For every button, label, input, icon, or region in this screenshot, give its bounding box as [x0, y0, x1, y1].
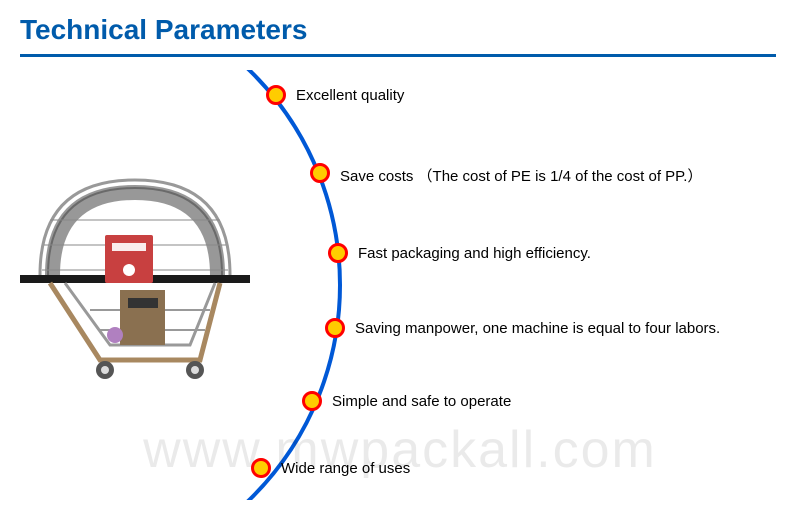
bullet-label: Simple and safe to operate: [332, 393, 511, 410]
bullet-point: [302, 391, 322, 411]
bullet-label: Fast packaging and high efficiency.: [358, 245, 591, 262]
bullet-point: [328, 243, 348, 263]
bullet-point: [325, 318, 345, 338]
bullet-label: Saving manpower, one machine is equal to…: [355, 320, 720, 337]
bullet-point: [251, 458, 271, 478]
title-underline: [20, 54, 776, 57]
diagram-container: Excellent quality Save costs （The cost of…: [0, 70, 800, 500]
bullet-label: Excellent quality: [296, 87, 404, 104]
page-title: Technical Parameters: [20, 14, 307, 46]
bullet-label: Save costs （The cost of PE is 1/4 of the…: [340, 165, 702, 186]
bullet-point: [266, 85, 286, 105]
bullet-label: Wide range of uses: [281, 460, 410, 477]
machine-illustration: [20, 160, 250, 390]
bullet-point: [310, 163, 330, 183]
